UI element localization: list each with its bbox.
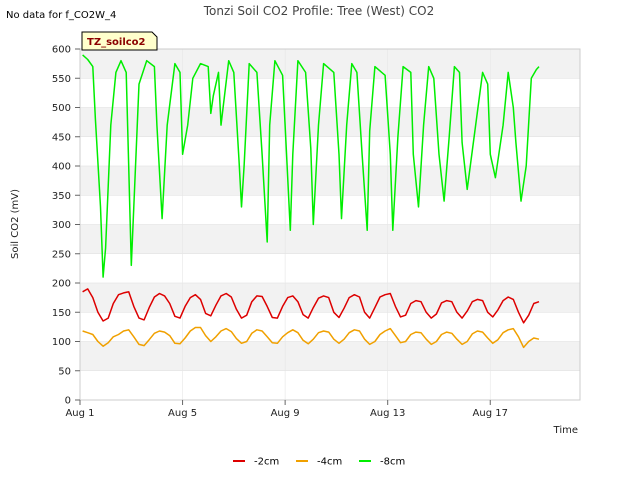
- chart-title: Tonzi Soil CO2 Profile: Tree (West) CO2: [203, 4, 435, 18]
- legend: -2cm -4cm -8cm: [233, 457, 405, 468]
- x-axis-title: Time: [553, 425, 578, 436]
- series-line-8cm: [82, 54, 540, 278]
- legend-label: -2cm: [254, 457, 279, 468]
- legend-item: -4cm: [296, 457, 342, 468]
- y-tick-label: 300: [52, 220, 71, 231]
- y-axis-title: Soil CO2 (mV): [10, 189, 21, 259]
- background-band: [80, 283, 580, 313]
- x-tick-label: Aug 1: [65, 408, 94, 419]
- background-band: [80, 312, 580, 342]
- background-band: [80, 136, 580, 166]
- y-tick-label: 400: [52, 162, 71, 173]
- badge-box: [81, 31, 158, 51]
- background-band: [80, 341, 580, 371]
- y-axis: 0 50 100 150 200 250 300 350 400 450 500 550 600: [52, 45, 80, 407]
- series-lines: [82, 54, 540, 349]
- y-tick-label: 350: [52, 191, 71, 202]
- x-tick-label: Aug 13: [370, 408, 405, 419]
- badge: TZ_soilco2: [81, 31, 158, 51]
- background-band: [80, 49, 580, 79]
- x-axis: Aug 1 Aug 5 Aug 9 Aug 13 Aug 17: [65, 400, 508, 419]
- background-band: [80, 195, 580, 225]
- badge-label: TZ_soilco2: [87, 37, 146, 48]
- legend-label: -8cm: [380, 457, 405, 468]
- y-tick-label: 0: [65, 396, 71, 407]
- background-band: [80, 107, 580, 137]
- y-tick-label: 500: [52, 103, 71, 114]
- no-data-note: No data for f_CO2W_4: [6, 10, 116, 21]
- y-tick-label: 150: [52, 308, 71, 319]
- legend-item: -8cm: [359, 457, 405, 468]
- background-band: [80, 166, 580, 196]
- x-tick-label: Aug 5: [168, 408, 197, 419]
- y-tick-label: 200: [52, 279, 71, 290]
- y-tick-label: 450: [52, 132, 71, 143]
- y-tick-label: 600: [52, 45, 71, 56]
- background-band: [80, 78, 580, 108]
- y-tick-label: 550: [52, 74, 71, 85]
- y-tick-label: 250: [52, 249, 71, 260]
- background-bands: [80, 49, 580, 400]
- y-tick-label: 100: [52, 337, 71, 348]
- legend-label: -4cm: [317, 457, 342, 468]
- x-tick-label: Aug 17: [473, 408, 508, 419]
- background-band: [80, 253, 580, 283]
- x-tick-label: Aug 9: [271, 408, 300, 419]
- background-band: [80, 370, 580, 400]
- background-band: [80, 224, 580, 254]
- y-tick-label: 50: [58, 366, 71, 377]
- series-line-4cm: [82, 326, 540, 349]
- series-line-2cm: [82, 288, 540, 324]
- legend-item: -2cm: [233, 457, 279, 468]
